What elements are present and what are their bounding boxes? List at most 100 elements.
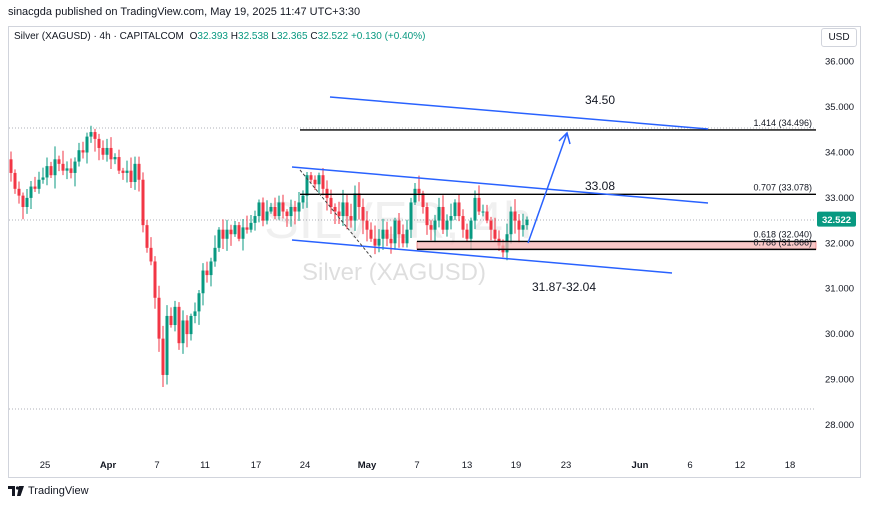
- candle-body: [153, 261, 157, 298]
- close-label: C: [310, 31, 318, 42]
- low-label: L: [271, 31, 277, 42]
- symbol-title: Silver (XAGUSD) · 4h · CAPITALCOM: [14, 31, 184, 42]
- chart-frame[interactable]: [8, 26, 861, 478]
- x-tick-label: 6: [687, 460, 692, 471]
- candle-body: [137, 163, 141, 180]
- candle-body: [489, 220, 493, 230]
- y-tick-label: 33.000: [825, 193, 854, 204]
- annotation-target-upper: 34.50: [585, 93, 615, 107]
- candle-body: [197, 293, 201, 312]
- tradingview-footer[interactable]: TradingView: [8, 485, 89, 497]
- candle-body: [117, 157, 121, 171]
- last-price-label: 32.522: [822, 215, 851, 226]
- candle-body: [265, 211, 269, 221]
- candle-body: [241, 227, 245, 239]
- candle-body: [317, 175, 321, 185]
- candle-body: [261, 202, 265, 221]
- candle-body: [113, 157, 117, 160]
- candle-body: [53, 159, 57, 176]
- candle-body: [417, 188, 421, 194]
- projection-arrow-head: [558, 131, 571, 145]
- candle-body: [353, 193, 357, 221]
- candle-body: [289, 206, 293, 217]
- y-tick-label: 28.000: [825, 420, 854, 431]
- channel-lower-line: [291, 239, 673, 274]
- x-tick-label: 17: [251, 460, 262, 471]
- candle-body: [445, 220, 449, 230]
- candle-body: [397, 220, 401, 235]
- annotation-support-zone: 31.87-32.04: [532, 280, 596, 294]
- candle-body: [469, 220, 473, 239]
- candle-body: [205, 270, 209, 276]
- candle-body: [425, 206, 429, 226]
- axis-layer: 36.000 35.000 34.000 33.000 32.000 31.000 30.0…: [40, 57, 856, 471]
- candle-body: [29, 186, 33, 198]
- candle-body: [333, 206, 337, 212]
- annotation-target-mid: 33.08: [585, 179, 615, 193]
- candle-body: [293, 206, 297, 212]
- target-upper-line: [329, 96, 709, 130]
- tradingview-logo-icon: [8, 486, 24, 496]
- candle-body: [473, 197, 477, 221]
- x-tick-label: 12: [735, 460, 746, 471]
- candle-body: [313, 179, 317, 185]
- candle-body: [257, 202, 261, 217]
- x-tick-label: 11: [200, 460, 210, 471]
- candle-body: [349, 216, 353, 221]
- candle-body: [277, 202, 281, 217]
- candle-body: [401, 234, 405, 244]
- candle-body: [369, 229, 373, 239]
- candle-body: [45, 166, 49, 178]
- candle-body: [101, 147, 105, 155]
- candle-body: [109, 147, 113, 160]
- fib-level-0786-label: 0.786 (31.866): [753, 237, 812, 247]
- candle-body: [389, 238, 393, 244]
- candle-body: [125, 170, 129, 173]
- close-value: 32.522: [317, 31, 349, 42]
- candle-body: [81, 150, 85, 153]
- candle-body: [477, 197, 481, 212]
- candle-body: [461, 216, 465, 230]
- candles-layer: [9, 125, 529, 387]
- x-tick-label: 18: [785, 460, 796, 471]
- candle-body: [301, 195, 305, 203]
- candle-body: [253, 216, 257, 223]
- candle-body: [169, 315, 173, 326]
- candle-body: [25, 197, 29, 207]
- open-label: O: [189, 31, 198, 42]
- x-tick-label: 7: [414, 460, 419, 471]
- footer-brand: TradingView: [28, 485, 89, 497]
- drawings-layer[interactable]: 1.414 (34.496) 0.707 (33.078) 0.618 (32.04…: [291, 93, 817, 294]
- candle-body: [329, 197, 333, 207]
- candle-body: [273, 206, 277, 217]
- x-tick-label: Apr: [100, 460, 117, 471]
- candle-body: [185, 320, 189, 335]
- candle-body: [65, 168, 69, 171]
- candle-body: [201, 270, 205, 294]
- candle-body: [181, 320, 185, 344]
- last-price-badge: [817, 211, 856, 227]
- candle-body: [373, 238, 377, 246]
- candle-body: [13, 172, 17, 189]
- high-value: 32.538: [238, 31, 269, 42]
- candle-body: [237, 225, 241, 239]
- candle-body: [325, 188, 329, 198]
- fib-level-1414-label: 1.414 (34.496): [753, 118, 812, 128]
- y-tick-label: 34.000: [825, 148, 854, 159]
- candle-body: [509, 211, 513, 235]
- candle-body: [321, 175, 325, 189]
- candle-body: [493, 229, 497, 239]
- candle-body: [189, 315, 193, 335]
- candle-body: [381, 229, 385, 239]
- candle-body: [133, 163, 137, 183]
- fib-level-0707-label: 0.707 (33.078): [753, 182, 812, 192]
- candle-body: [149, 247, 153, 262]
- currency-button[interactable]: USD: [821, 28, 857, 47]
- x-tick-label: 19: [511, 460, 522, 471]
- candle-body: [85, 136, 89, 153]
- change-value: +0.130 (+0.40%): [350, 31, 426, 42]
- candle-body: [233, 225, 237, 235]
- x-tick-label: 13: [462, 460, 473, 471]
